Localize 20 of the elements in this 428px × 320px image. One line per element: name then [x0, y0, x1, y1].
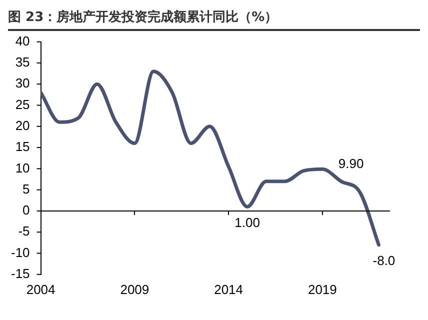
y-tick-label: 0: [22, 202, 30, 218]
x-tick-label: 2014: [214, 282, 243, 297]
y-tick-label: 20: [15, 118, 30, 133]
y-tick-label: 35: [15, 54, 30, 70]
chart-title: 图 23：房地产开发投资完成额累计同比（%）: [8, 8, 420, 31]
y-tick-label: 10: [15, 160, 30, 176]
y-tick-label: 25: [15, 96, 30, 112]
data-label: -8.0: [372, 252, 396, 268]
y-tick-label: -15: [10, 266, 30, 281]
data-label: 1.00: [234, 214, 260, 230]
y-tick-label: 40: [15, 33, 30, 48]
x-tick-label: 2004: [26, 282, 56, 297]
y-tick-label: -10: [10, 244, 30, 260]
y-tick-label: 30: [15, 76, 30, 91]
x-tick-label: 2019: [308, 282, 337, 297]
x-tick-label: 2009: [120, 282, 150, 297]
data-label: 9.90: [338, 156, 364, 172]
y-tick-label: 15: [15, 139, 30, 154]
y-tick-label: -5: [18, 224, 30, 239]
y-tick-label: 5: [22, 181, 30, 196]
